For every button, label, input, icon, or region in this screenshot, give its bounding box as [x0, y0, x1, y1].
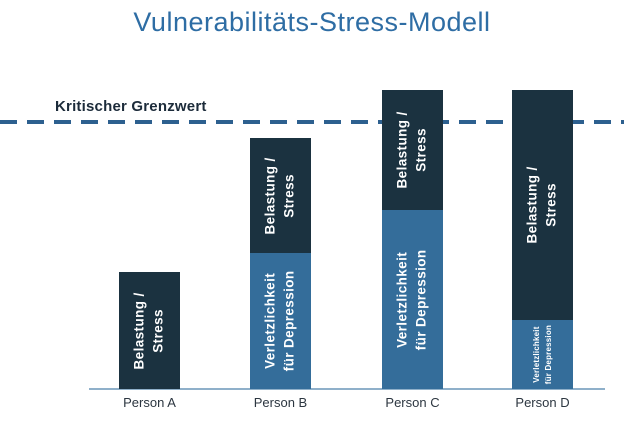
category-label: Person B — [253, 395, 308, 410]
segment-label: Verletzlichkeit für Depression — [262, 270, 297, 372]
bar-segment-stress: Belastung / Stress — [382, 90, 443, 210]
segment-label: Belastung / Stress — [131, 291, 166, 370]
category-label: Person A — [123, 395, 176, 410]
segment-label: Verletzlichkeit für Depression — [394, 249, 429, 350]
segment-label: Belastung / Stress — [262, 156, 297, 235]
threshold-dashed-line — [0, 120, 624, 124]
x-axis-line — [89, 388, 605, 390]
bar-segment-vulnerability: Verletzlichkeit für Depression — [250, 253, 311, 389]
bar-segment-stress: Belastung / Stress — [250, 138, 311, 253]
segment-label: Belastung / Stress — [524, 166, 559, 244]
bar-segment-stress: Belastung / Stress — [512, 90, 573, 320]
chart-title: Vulnerabilitäts-Stress-Modell — [133, 7, 491, 37]
bar-segment-vulnerability: Verletzlichkeit für Depression — [382, 210, 443, 389]
bar-segment-stress: Belastung / Stress — [119, 272, 180, 389]
threshold-label: Kritischer Grenzwert — [55, 98, 207, 115]
segment-label: Verletzlichkeit für Depression — [531, 324, 553, 385]
segment-label: Belastung / Stress — [394, 111, 429, 189]
category-label: Person C — [385, 395, 440, 410]
category-label: Person D — [515, 395, 570, 410]
bar-segment-vulnerability: Verletzlichkeit für Depression — [512, 320, 573, 389]
